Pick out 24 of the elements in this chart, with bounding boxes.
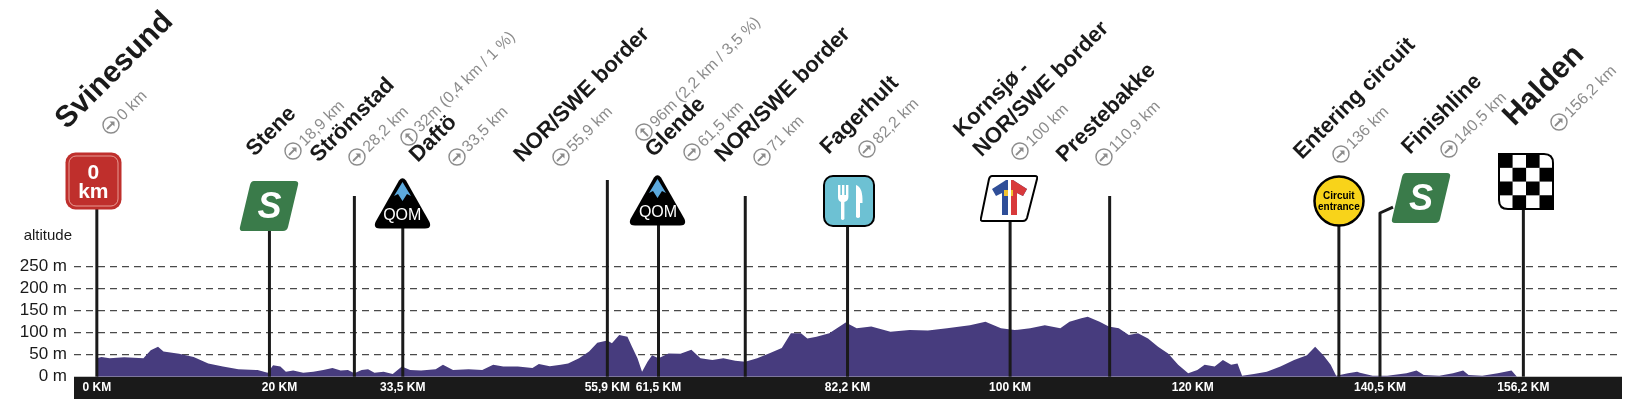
y-tick-label: 100 m	[19, 322, 67, 342]
x-tick-label: 156,2 KM	[1497, 380, 1550, 395]
x-tick-label: 140,5 KM	[1353, 380, 1406, 395]
y-tick-label: 0 m	[38, 366, 67, 386]
text: 0 km	[77, 160, 110, 202]
x-tick-label: 55,9 KM	[584, 380, 631, 395]
y-tick-label: 200 m	[19, 278, 67, 298]
text: QOM	[638, 203, 678, 221]
y-tick-label: 250 m	[19, 256, 67, 276]
x-tick-label: 82,2 KM	[824, 380, 871, 395]
x-tick-label: 0 KM	[82, 380, 112, 395]
x-tick-label: 20 KM	[261, 380, 298, 395]
y-axis-title: altitude	[23, 225, 72, 243]
text: QOM	[383, 206, 422, 224]
text: S	[1408, 177, 1433, 219]
text: S	[257, 185, 282, 227]
x-tick-label: 100 KM	[989, 380, 1032, 395]
text: Circuit entrance	[1317, 190, 1361, 212]
text: 33,5 km	[458, 102, 511, 155]
y-tick-label: 150 m	[19, 300, 67, 320]
x-tick-label: 61,5 KM	[635, 380, 682, 395]
x-tick-label: 33,5 KM	[380, 380, 426, 395]
y-tick-label: 50 m	[29, 344, 67, 364]
x-tick-label: 120 KM	[1171, 380, 1214, 395]
